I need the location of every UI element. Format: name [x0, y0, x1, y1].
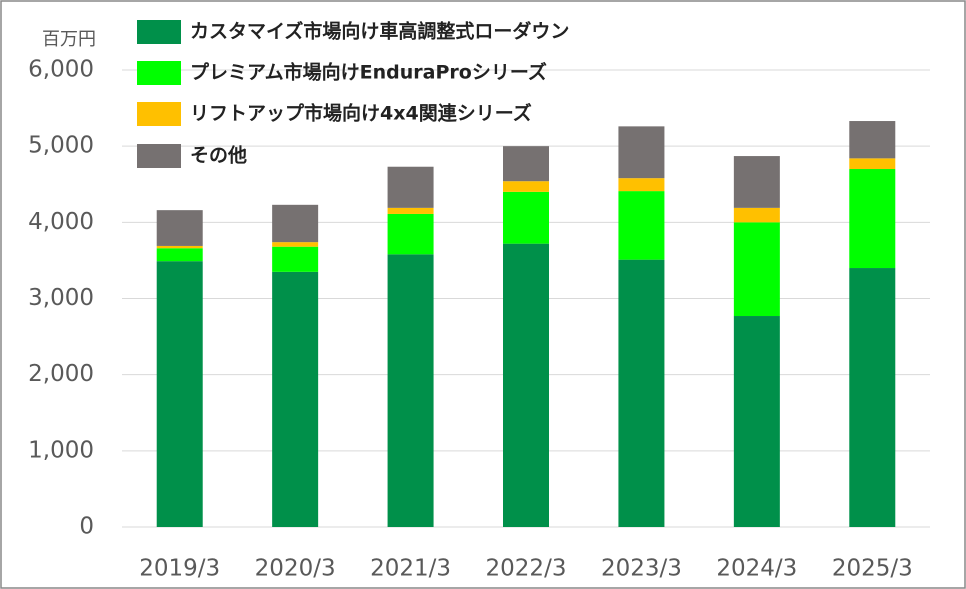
bar-segment — [272, 242, 319, 247]
bar-segment — [387, 254, 434, 527]
bar-segment — [156, 248, 203, 262]
x-tick-label: 2024/3 — [716, 556, 797, 582]
bar-segment — [849, 169, 896, 269]
y-tick-label: 3,000 — [28, 285, 94, 311]
x-tick-label: 2020/3 — [255, 556, 336, 582]
bar-segment — [387, 166, 434, 208]
bar-segment — [733, 207, 780, 223]
bar-segment — [156, 245, 203, 249]
bar-segment — [387, 213, 434, 255]
bar-segment — [272, 204, 319, 243]
bar-segment — [387, 207, 434, 214]
bar-segment — [733, 156, 780, 208]
legend-swatch — [137, 61, 181, 85]
bar-segment — [733, 316, 780, 527]
bar-segment — [272, 246, 319, 272]
bar-segment — [156, 210, 203, 246]
legend-swatch — [137, 144, 181, 168]
y-unit-label: 百万円 — [42, 29, 96, 50]
legend-label: プレミアム市場向けEnduraProシリーズ — [190, 61, 547, 84]
y-tick-label: 6,000 — [28, 57, 94, 83]
bar-segment — [849, 121, 896, 159]
bar-segment — [849, 158, 896, 170]
bar-segment — [733, 222, 780, 317]
x-tick-label: 2022/3 — [486, 556, 567, 582]
x-tick-label: 2023/3 — [601, 556, 682, 582]
x-tick-label: 2021/3 — [370, 556, 451, 582]
bar-segment — [503, 243, 549, 527]
y-tick-label: 0 — [79, 514, 94, 540]
y-tick-label: 5,000 — [28, 133, 94, 159]
x-tick-label: 2025/3 — [832, 556, 913, 582]
bar-segment — [156, 261, 203, 527]
bar-segment — [503, 191, 549, 244]
y-tick-label: 2,000 — [28, 361, 94, 387]
legend-label: カスタマイズ市場向け車高調整式ローダウン — [190, 20, 569, 43]
bar-segment — [849, 268, 896, 527]
legend-swatch — [137, 102, 181, 126]
bar-segment — [618, 126, 665, 179]
bar-segment — [618, 191, 665, 260]
bar-segment — [503, 181, 549, 192]
legend-label: リフトアップ市場向け4x4関連シリーズ — [190, 102, 532, 125]
y-tick-label: 4,000 — [28, 209, 94, 235]
bar-segment — [272, 271, 319, 527]
x-tick-label: 2019/3 — [139, 556, 220, 582]
legend-swatch — [137, 20, 181, 44]
bar-segment — [618, 178, 665, 192]
bar-segment — [503, 146, 549, 182]
y-tick-label: 1,000 — [28, 437, 94, 463]
bar-segment — [618, 259, 665, 527]
legend-label: その他 — [190, 144, 247, 167]
